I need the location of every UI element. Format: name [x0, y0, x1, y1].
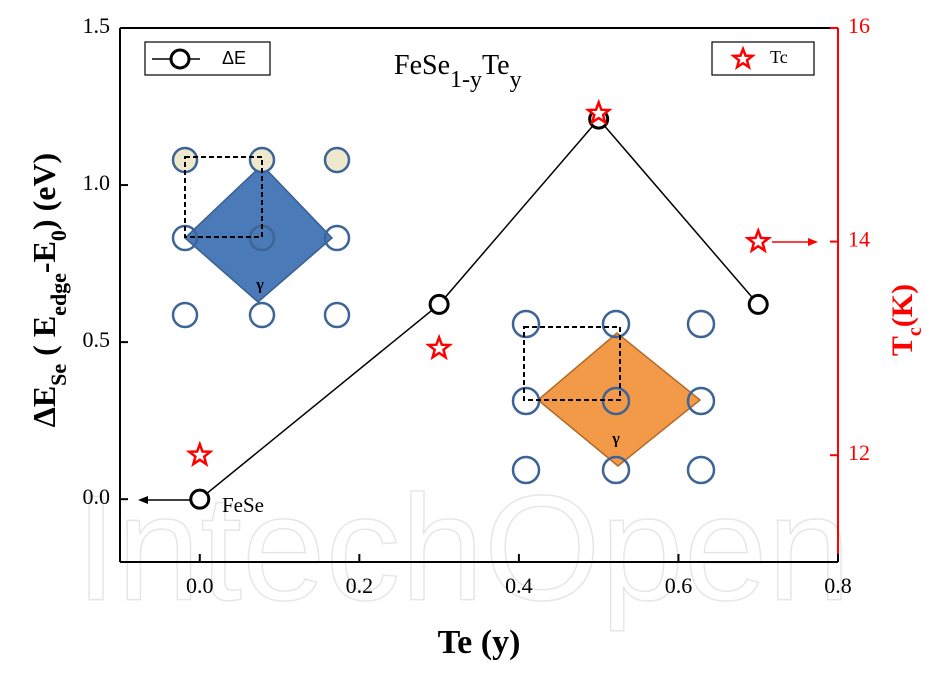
y2-axis-label: Tc(K): [886, 284, 926, 356]
text-part: -E: [26, 241, 62, 273]
text-part: FeSe: [394, 50, 450, 81]
text-part: (K): [886, 284, 919, 327]
text-part: ( E: [26, 316, 62, 364]
text-part: Se: [46, 364, 71, 386]
x-tick-label: 0.0: [186, 573, 214, 598]
watermark: IntechOpen: [75, 464, 851, 632]
legend-box: [711, 41, 815, 76]
arrows: [138, 238, 818, 504]
y2-tick-label: 16: [848, 13, 870, 38]
y-tick-label: 0.0: [83, 484, 111, 509]
y2-tick-label: 12: [848, 440, 870, 465]
star-marker: [584, 98, 613, 126]
text-part: edge: [46, 273, 71, 316]
text-part: 0: [46, 230, 71, 241]
y-tick-label: 1.5: [83, 13, 111, 38]
text-part: c: [904, 327, 926, 336]
circle-marker: [189, 488, 211, 510]
star-marker: [185, 440, 214, 467]
inset-blue: [171, 146, 351, 329]
series-line: [199, 117, 759, 500]
text-part: ΔE: [26, 386, 62, 427]
y2-tick-label: 14: [848, 227, 870, 252]
x-axis-label: Te (y): [438, 624, 521, 661]
legend-label: ΔE: [222, 48, 246, 68]
star-marker: [425, 333, 454, 361]
legend-marker: [730, 45, 756, 70]
gamma-label: γ: [611, 431, 620, 448]
legend-label: Tc: [770, 47, 788, 67]
text-part: T: [886, 336, 919, 356]
text-part: 1-y: [450, 67, 482, 93]
x-tick-label: 0.6: [665, 573, 693, 598]
gamma-label: γ: [255, 277, 264, 294]
y-tick-label: 1.0: [83, 170, 111, 195]
text-part: ) (eV): [26, 153, 62, 230]
chart-title: FeSe1-yTey: [394, 50, 522, 92]
x-tick-label: 0.8: [824, 573, 852, 598]
circle-marker: [428, 293, 450, 315]
annotation: FeSe: [222, 493, 264, 517]
text-part: Te: [482, 50, 510, 81]
circle-marker: [747, 293, 769, 315]
x-tick-label: 0.4: [505, 573, 533, 598]
y-tick-label: 0.5: [83, 327, 111, 352]
legend-marker: [169, 48, 191, 70]
x-tick-label: 0.2: [346, 573, 374, 598]
inset-orange: [511, 309, 716, 485]
star-marker: [744, 226, 773, 254]
text-part: y: [510, 67, 522, 93]
y-axis-label: ΔESe ( Eedge-E0) (eV): [26, 153, 70, 427]
